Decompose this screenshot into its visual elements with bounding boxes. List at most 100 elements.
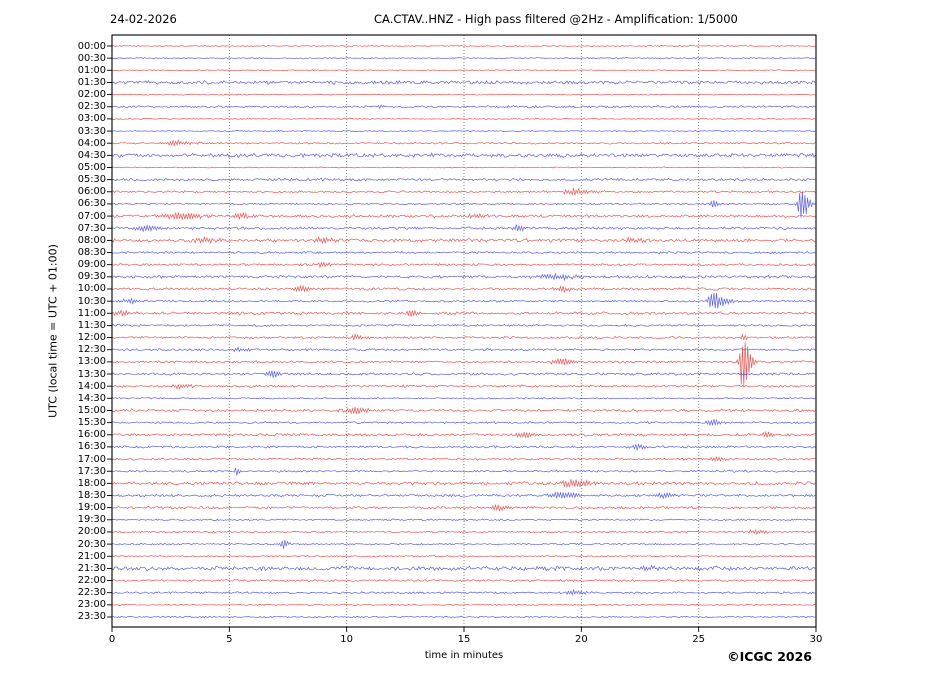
trace-row-1000 (112, 284, 816, 293)
trace-row-0000 (112, 45, 816, 48)
row-time-label: 09:00 (77, 259, 106, 271)
trace-row-0900 (112, 261, 816, 269)
trace-row-2200 (112, 578, 816, 583)
row-time-label: 12:30 (77, 344, 106, 356)
row-time-label: 05:30 (77, 174, 106, 186)
trace-row-1730 (112, 466, 816, 476)
x-axis-label: time in minutes (424, 650, 504, 661)
row-time-label: 16:00 (77, 429, 106, 441)
x-tick-label: 30 (809, 634, 823, 645)
trace-row-0330 (112, 130, 816, 133)
row-time-label: 17:00 (77, 453, 106, 465)
trace-row-1530 (112, 418, 816, 427)
x-tick-label: 10 (340, 634, 354, 645)
row-time-label: 14:00 (77, 380, 106, 392)
row-time-label: 06:30 (77, 198, 106, 210)
trace-row-0530 (112, 177, 816, 182)
plot-date: 24-02-2026 (110, 12, 177, 26)
row-time-label: 07:30 (77, 222, 106, 234)
row-time-label: 14:30 (77, 392, 106, 404)
row-time-label: 21:00 (77, 550, 106, 562)
trace-row-2000 (112, 528, 816, 536)
trace-row-0500 (112, 166, 816, 169)
row-time-label: 00:30 (77, 52, 106, 64)
row-time-label: 23:00 (77, 599, 106, 611)
row-time-label: 05:00 (77, 161, 106, 173)
x-tick-label: 0 (108, 634, 116, 645)
row-time-label: 15:30 (77, 417, 106, 429)
row-time-label: 18:00 (77, 477, 106, 489)
x-tick-label: 15 (457, 634, 471, 645)
trace-row-1700 (112, 456, 816, 462)
trace-row-0230 (112, 104, 816, 110)
row-time-label: 08:00 (77, 234, 106, 246)
row-time-label: 03:30 (77, 125, 106, 137)
plot-title: CA.CTAV..HNZ - High pass filtered @2Hz -… (374, 12, 738, 26)
trace-row-1330 (112, 370, 816, 378)
row-time-label: 09:30 (77, 271, 106, 283)
row-time-label: 07:00 (77, 210, 106, 222)
row-time-label: 11:30 (77, 319, 106, 331)
row-time-label: 13:30 (77, 368, 106, 380)
row-time-label: 20:00 (77, 526, 106, 538)
row-time-label: 00:00 (77, 40, 106, 52)
trace-row-1600 (112, 430, 816, 439)
trace-row-0930 (112, 273, 816, 282)
row-time-label: 15:00 (77, 404, 106, 416)
trace-row-0400 (112, 138, 816, 147)
trace-row-0630 (112, 191, 816, 218)
trace-group (112, 45, 816, 619)
trace-row-2130 (112, 564, 816, 572)
trace-row-0030 (112, 57, 816, 60)
row-time-label: 01:30 (77, 76, 106, 88)
trace-row-2300 (112, 603, 816, 607)
row-time-label: 04:00 (77, 137, 106, 149)
trace-row-1200 (112, 333, 816, 341)
row-time-label: 16:30 (77, 441, 106, 453)
trace-row-1900 (112, 503, 816, 512)
trace-row-0800 (112, 235, 816, 245)
row-time-label: 18:30 (77, 490, 106, 501)
trace-row-0600 (112, 188, 816, 196)
trace-row-1800 (112, 479, 816, 489)
row-time-label: 01:00 (77, 64, 106, 76)
trace-row-2230 (112, 588, 816, 596)
row-time-label: 22:30 (77, 587, 106, 599)
row-time-label: 17:30 (77, 465, 106, 477)
row-time-label: 21:30 (77, 562, 106, 574)
row-time-label: 06:00 (77, 186, 106, 198)
trace-row-1930 (112, 518, 816, 522)
trace-row-2030 (112, 539, 816, 549)
copyright-text: ©ICGC 2026 (727, 649, 812, 664)
row-time-label: 02:30 (77, 101, 106, 113)
trace-row-1130 (112, 323, 816, 327)
plot-frame (111, 34, 817, 628)
row-time-label: 13:00 (77, 356, 106, 368)
row-time-label: 23:30 (77, 611, 106, 623)
row-time-label: 03:00 (77, 113, 106, 125)
x-tick-label: 20 (574, 634, 588, 645)
trace-row-0130 (112, 79, 816, 85)
row-time-label: 20:30 (77, 538, 106, 550)
x-tick-label: 25 (692, 634, 706, 645)
row-time-label: 08:30 (77, 247, 106, 259)
trace-row-2100 (112, 554, 816, 558)
trace-row-0730 (112, 223, 816, 233)
x-tick-label: 5 (226, 634, 233, 645)
trace-row-0100 (112, 69, 816, 72)
trace-row-0200 (112, 93, 816, 96)
trace-row-0700 (112, 211, 816, 221)
row-time-label: 11:00 (77, 307, 106, 319)
trace-row-1400 (112, 383, 816, 391)
trace-row-0830 (112, 250, 816, 255)
trace-row-1500 (112, 407, 816, 415)
trace-row-0430 (112, 152, 816, 159)
row-time-label: 02:00 (77, 89, 106, 101)
row-time-label: 04:30 (77, 149, 106, 161)
trace-row-0300 (112, 117, 816, 120)
row-time-label: 10:30 (77, 295, 106, 307)
trace-row-1100 (112, 308, 816, 318)
trace-row-1230 (112, 346, 816, 353)
row-time-label: 22:00 (77, 575, 106, 587)
